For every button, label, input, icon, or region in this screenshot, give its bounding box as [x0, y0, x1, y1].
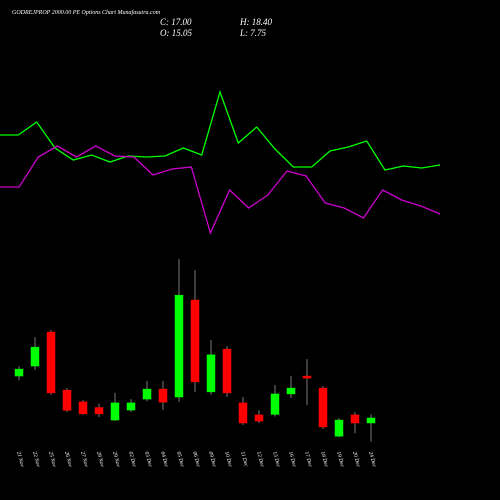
x-tick-label: 17 Dec [303, 451, 313, 468]
candle-body [94, 407, 104, 415]
x-tick-label: 06 Dec [191, 451, 201, 468]
x-tick-label: 09 Dec [207, 451, 217, 468]
info-open: O: 15.05 [160, 28, 192, 38]
x-tick-label: 22 Nov [31, 451, 41, 468]
candle-body [206, 354, 216, 393]
x-tick-label: 18 Dec [319, 451, 329, 468]
info-low: L: 7.75 [239, 28, 267, 38]
candle-body [350, 414, 360, 424]
candle-body [334, 419, 344, 437]
x-tick-label: 20 Dec [351, 451, 361, 468]
candle-body [78, 401, 88, 415]
x-tick-label: 11 Dec [239, 451, 249, 468]
x-tick-label: 21 Nov [15, 451, 25, 468]
x-tick-label: 28 Nov [95, 451, 105, 468]
x-tick-label: 25 Nov [47, 451, 57, 468]
candle-body [238, 402, 248, 424]
candle-body [126, 402, 136, 411]
candle-body [270, 393, 280, 415]
candle-body [254, 414, 264, 422]
candle-body [366, 417, 376, 424]
x-tick-label: 13 Dec [271, 451, 281, 468]
candle-body [190, 299, 200, 383]
chart-title: GODREJPROP 2000.00 PE Options Chart Muna… [12, 9, 161, 16]
x-tick-label: 24 Dec [367, 451, 378, 469]
candle-body [142, 388, 152, 400]
candle-body [318, 387, 328, 428]
candle-body [110, 402, 120, 421]
x-tick-label: 16 Dec [287, 451, 297, 468]
candle-body [14, 368, 24, 377]
x-tick-label: 03 Dec [143, 451, 153, 468]
info-close: C: 17.00 [160, 17, 192, 27]
x-tick-label: 29 Nov [111, 451, 121, 468]
x-tick-label: 05 Dec [175, 451, 185, 468]
candle-body [62, 389, 72, 411]
x-tick-label: 27 Nov [79, 451, 89, 468]
candle-body [222, 348, 232, 394]
indicator-line [0, 145, 441, 235]
x-tick-label: 10 Dec [223, 451, 233, 468]
x-tick-label: 04 Dec [159, 451, 170, 469]
info-high: H: 18.40 [239, 17, 272, 27]
candle-body [174, 294, 184, 398]
x-tick-label: 19 Dec [335, 451, 345, 468]
x-tick-label: 26 Nov [63, 451, 73, 468]
candle-body [46, 331, 56, 394]
candle-body [302, 375, 312, 379]
candle-body [286, 387, 296, 395]
x-tick-label: 02 Dec [127, 451, 137, 468]
indicator-line [0, 89, 441, 171]
candle-body [158, 388, 168, 403]
candle-body [30, 346, 40, 367]
x-tick-label: 12 Dec [255, 451, 265, 468]
